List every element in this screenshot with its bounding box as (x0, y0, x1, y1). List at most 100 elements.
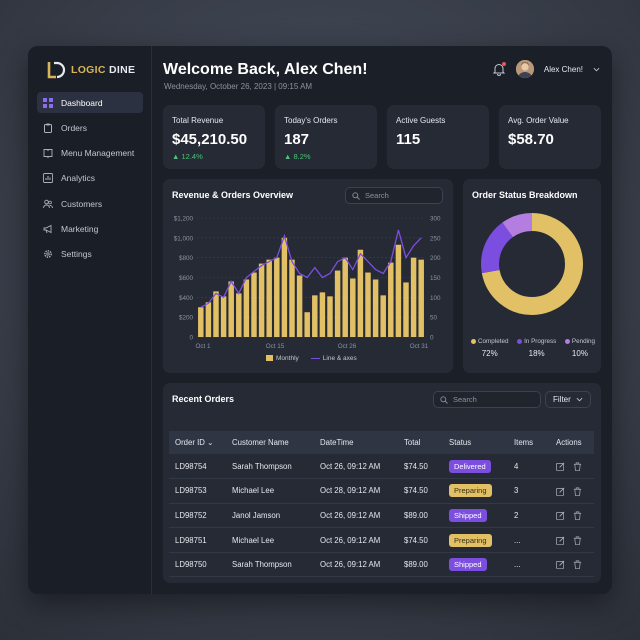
sidebar-item-analytics[interactable]: Analytics (37, 168, 143, 189)
bar (319, 292, 326, 337)
order-id: LD98750 (169, 552, 226, 578)
table-row[interactable]: LD98751 Michael Lee Oct 26, 09:12 AM $74… (169, 527, 594, 553)
bar (213, 291, 219, 337)
notifications-button[interactable] (492, 62, 506, 76)
order-datetime: Oct 26, 09:12 AM (314, 552, 398, 578)
trash-icon[interactable] (573, 487, 582, 496)
order-total: $89.00 (398, 503, 443, 529)
legend-swatch (310, 357, 320, 360)
col-total: Total (404, 438, 421, 447)
sidebar-item-menu-management[interactable]: Menu Management (37, 143, 143, 164)
page-title: Welcome Back, Alex Chen! (163, 61, 368, 78)
y-tick-label: $200 (179, 315, 194, 322)
edit-icon[interactable] (556, 511, 565, 521)
order-datetime: Oct 28, 09:12 AM (314, 478, 398, 504)
legend-item-completed: Completed 72% (471, 338, 508, 358)
order-status-cell: Delivered (443, 454, 508, 480)
edit-icon[interactable] (556, 560, 565, 570)
order-total: $74.50 (398, 478, 443, 504)
bar (258, 263, 265, 337)
search-placeholder: Search (365, 191, 389, 200)
orders-search-input[interactable]: Search (433, 391, 541, 408)
user-name[interactable]: Alex Chen! (543, 64, 583, 74)
stat-label: Active Guests (396, 116, 446, 125)
sidebar-item-label: Analytics (61, 173, 96, 184)
col-order-id[interactable]: Order ID ⌄ (175, 438, 214, 447)
users-icon (43, 199, 53, 208)
sidebar-item-dashboard[interactable]: Dashboard (37, 92, 143, 113)
table-row[interactable]: LD98753 Michael Lee Oct 28, 09:12 AM $74… (169, 478, 594, 504)
bar-chart-icon (43, 173, 53, 184)
order-total: $74.50 (398, 454, 443, 480)
orders-line (200, 229, 422, 308)
customer-name: Janol Jamson (226, 503, 314, 529)
chevron-down-icon[interactable] (593, 66, 600, 73)
legend-dot (471, 338, 476, 344)
trash-icon[interactable] (573, 560, 582, 570)
legend-percent: 10% (571, 349, 588, 358)
grid-icon (43, 97, 53, 108)
legend-percent: 18% (528, 349, 545, 358)
app-window: LOGIC DINE Dashboard Orders Menu Managem… (28, 46, 612, 594)
revenue-orders-chart: $1,200 300 $1,000 250 $800 200 $600 150 $400 100 $… (174, 216, 441, 351)
bar (350, 278, 356, 337)
row-actions (550, 552, 594, 578)
bar (372, 279, 379, 337)
table-row[interactable]: LD98754 Sarah Thompson Oct 26, 09:12 AM … (169, 454, 594, 480)
stat-value: $45,210.50 (172, 131, 248, 148)
bar (403, 282, 409, 337)
sidebar-item-label: Dashboard (61, 97, 103, 108)
y2-tick-label: 150 (430, 275, 441, 282)
x-tick-label: Oct 26 (338, 343, 357, 350)
trash-icon[interactable] (573, 536, 582, 545)
bar (365, 272, 371, 337)
bell-icon (492, 64, 506, 76)
edit-icon[interactable] (556, 462, 565, 471)
brand-name-primary: LOGIC (71, 64, 106, 76)
chart-search-input[interactable]: Search (345, 187, 443, 204)
status-badge: Preparing (449, 533, 492, 547)
sidebar-item-settings[interactable]: Settings (37, 244, 143, 265)
customer-name: Michael Lee (226, 478, 314, 504)
legend-dot (517, 338, 523, 344)
legend-item-line: Line & axes (310, 355, 357, 362)
trash-icon[interactable] (573, 462, 582, 471)
order-status-panel: Order Status Breakdown Completed 72% In P… (463, 179, 601, 373)
order-items: 3 (508, 478, 550, 504)
order-status-cell: Shipped (443, 552, 508, 578)
y-tick-label: $1,000 (174, 235, 194, 242)
filter-button[interactable]: Filter (545, 391, 591, 408)
donut-legend: Completed 72% In Progress 18% Pending 10% (471, 338, 595, 358)
sidebar-item-customers[interactable]: Customers (37, 193, 143, 214)
y-tick-label: $600 (179, 275, 194, 282)
bar (236, 293, 242, 337)
main-content: Welcome Back, Alex Chen! Wednesday, Octo… (152, 46, 612, 594)
table-row[interactable]: LD98752 Janol Jamson Oct 26, 09:12 AM $8… (169, 503, 594, 529)
stat-value: 115 (396, 131, 421, 148)
sidebar-item-marketing[interactable]: Marketing (37, 218, 143, 239)
edit-icon[interactable] (556, 536, 565, 545)
brand-logo[interactable]: LOGIC DINE (46, 60, 135, 80)
recent-orders-panel: Recent Orders Search Filter Order ID ⌄ C… (163, 383, 601, 583)
avatar[interactable] (515, 60, 534, 78)
bar (243, 279, 250, 337)
sidebar: LOGIC DINE Dashboard Orders Menu Managem… (28, 46, 152, 594)
status-badge: Delivered (449, 459, 491, 473)
y2-tick-label: 50 (430, 315, 438, 322)
trash-icon[interactable] (573, 511, 582, 521)
y-tick-label: $400 (179, 295, 194, 302)
sidebar-item-orders[interactable]: Orders (37, 117, 143, 138)
sidebar-item-label: Menu Management (61, 148, 135, 159)
table-row[interactable]: LD98750 Sarah Thompson Oct 26, 09:12 AM … (169, 552, 594, 578)
bar (251, 272, 257, 337)
bar (395, 244, 402, 337)
bar (342, 257, 348, 337)
clipboard-icon (44, 123, 52, 133)
y2-tick-label: 300 (430, 216, 441, 223)
customer-name: Sarah Thompson (226, 552, 314, 578)
search-placeholder: Search (453, 395, 477, 404)
legend-label: Completed (478, 338, 509, 345)
edit-icon[interactable] (556, 487, 565, 496)
sidebar-item-label: Settings (61, 249, 92, 260)
y2-tick-label: 250 (430, 235, 441, 242)
